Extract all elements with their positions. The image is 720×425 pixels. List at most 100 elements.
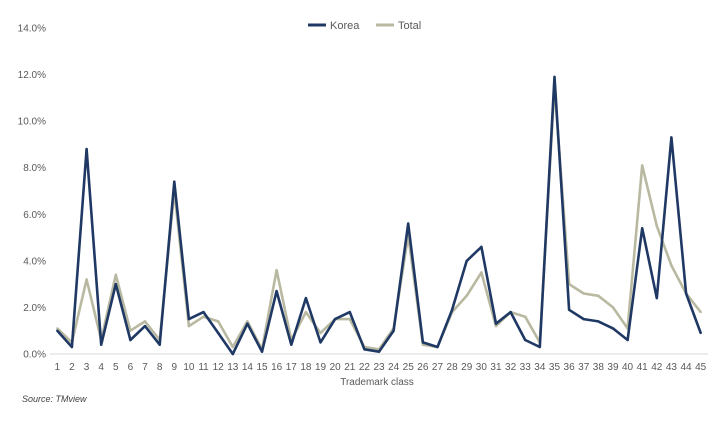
data-point-total	[494, 324, 498, 328]
data-point-korea	[436, 345, 439, 349]
x-tick-label: 28	[447, 362, 459, 373]
data-point-total	[582, 292, 585, 295]
data-point-total	[655, 224, 658, 228]
data-point-korea	[260, 350, 264, 353]
x-tick-label: 16	[271, 362, 283, 373]
data-point-total	[129, 329, 132, 332]
data-point-korea	[684, 292, 688, 295]
data-point-korea	[275, 289, 278, 293]
x-tick-label: 30	[476, 362, 488, 373]
x-tick-label: 42	[651, 362, 663, 373]
x-tick-label: 8	[157, 362, 163, 373]
data-point-total	[246, 320, 249, 323]
data-point-korea	[655, 296, 658, 300]
data-point-korea	[56, 329, 59, 332]
data-point-korea	[231, 352, 234, 356]
y-tick-label: 8.0%	[23, 163, 46, 174]
data-point-korea	[348, 310, 351, 314]
data-point-korea	[626, 338, 629, 342]
x-tick-label: 24	[388, 362, 400, 373]
data-point-korea	[641, 227, 644, 230]
x-tick-label: 43	[666, 362, 678, 373]
data-point-korea	[85, 147, 88, 151]
x-tick-label: 7	[142, 362, 148, 373]
x-tick-label: 45	[695, 362, 707, 373]
x-tick-label: 22	[359, 362, 371, 373]
legend-label-total: Total	[398, 20, 421, 32]
x-tick-label: 1	[55, 362, 61, 373]
x-tick-label: 9	[172, 362, 178, 373]
data-point-total	[480, 271, 483, 274]
x-axis: 1 2 3 4 5 6 7 8 9 10 11 12 13 14 15 16 17 18 19 20 21 22 23 24 2…	[55, 362, 707, 373]
x-tick-label: 2	[69, 362, 75, 373]
data-point-korea	[202, 310, 205, 314]
x-tick-label: 40	[622, 362, 634, 373]
data-point-total	[348, 317, 351, 321]
x-tick-label: 12	[213, 362, 225, 373]
data-point-korea	[582, 317, 585, 321]
x-tick-label: 3	[84, 362, 90, 373]
y-tick-label: 0.0%	[23, 350, 46, 361]
data-point-korea	[304, 296, 308, 300]
data-point-korea	[553, 75, 556, 79]
data-point-total	[319, 331, 322, 335]
source-note: Source: TMview	[22, 394, 87, 404]
x-tick-label: 36	[564, 362, 576, 373]
x-tick-label: 25	[403, 362, 415, 373]
x-tick-label: 5	[113, 362, 119, 373]
x-tick-label: 23	[373, 362, 385, 373]
x-tick-label: 39	[607, 362, 619, 373]
data-point-total	[611, 306, 615, 309]
data-point-total	[143, 320, 147, 323]
x-tick-label: 13	[227, 362, 239, 373]
series-line-korea	[56, 75, 702, 356]
y-tick-label: 12.0%	[18, 70, 46, 81]
data-point-total	[202, 315, 205, 318]
x-tick-label: 35	[549, 362, 561, 373]
x-tick-label: 4	[98, 362, 104, 373]
data-point-total	[187, 324, 191, 328]
y-tick-label: 14.0%	[18, 24, 46, 35]
x-tick-label: 19	[315, 362, 327, 373]
data-point-total	[275, 269, 278, 272]
data-point-total	[85, 278, 88, 281]
data-point-korea	[392, 329, 395, 332]
y-tick-label: 4.0%	[23, 256, 46, 267]
data-point-korea	[100, 343, 103, 346]
data-point-korea	[421, 341, 425, 344]
series-layer	[56, 75, 702, 356]
x-tick-label: 38	[593, 362, 605, 373]
x-tick-label: 31	[490, 362, 502, 373]
y-tick-label: 2.0%	[23, 303, 46, 314]
x-tick-label: 18	[300, 362, 312, 373]
y-tick-label: 6.0%	[23, 210, 46, 221]
data-point-total	[524, 315, 527, 318]
data-point-total	[114, 273, 118, 276]
data-point-korea	[246, 322, 249, 325]
x-tick-label: 29	[461, 362, 473, 373]
data-point-korea	[377, 350, 381, 353]
x-tick-label: 33	[520, 362, 532, 373]
x-tick-label: 21	[344, 362, 356, 373]
x-tick-label: 26	[417, 362, 429, 373]
x-tick-label: 37	[578, 362, 590, 373]
legend: Korea Total	[308, 20, 421, 32]
x-tick-label: 27	[432, 362, 444, 373]
data-point-korea	[567, 308, 571, 311]
data-point-korea	[217, 331, 220, 335]
y-tick-label: 10.0%	[18, 117, 46, 128]
data-point-korea	[494, 322, 498, 325]
data-point-korea	[465, 259, 468, 263]
data-point-total	[231, 345, 234, 349]
data-point-korea	[173, 180, 176, 183]
data-point-total	[465, 294, 468, 297]
data-point-korea	[597, 320, 600, 323]
data-point-total	[304, 310, 308, 314]
data-point-korea	[611, 327, 615, 330]
data-point-total	[699, 310, 702, 314]
x-tick-label: 15	[256, 362, 268, 373]
data-point-korea	[524, 338, 527, 342]
data-point-korea	[363, 348, 366, 351]
y-axis: 0.0% 2.0% 4.0% 6.0% 8.0% 10.0% 12.0% 14.0%	[18, 24, 46, 361]
